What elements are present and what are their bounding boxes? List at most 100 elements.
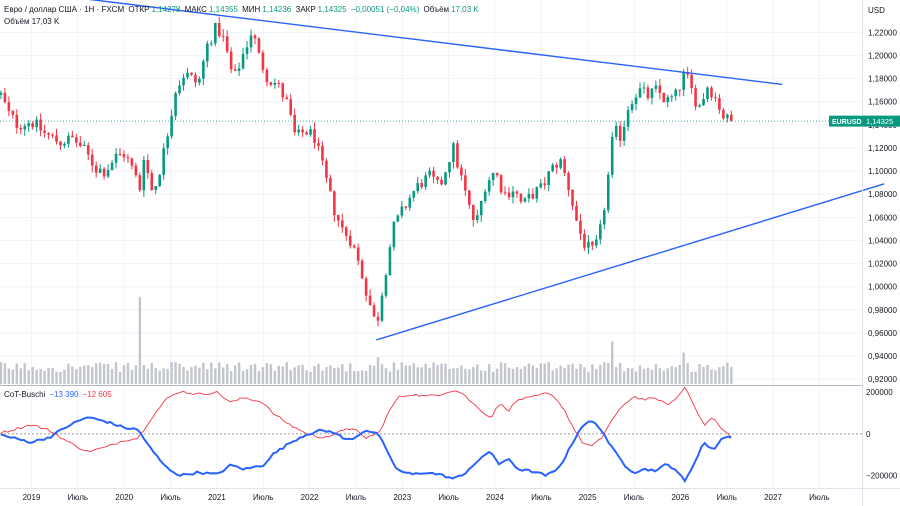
volume-bar xyxy=(480,370,483,384)
volume-bar xyxy=(3,363,7,384)
candle-body xyxy=(714,97,717,99)
price-tick-label: 1,18000 xyxy=(868,75,897,84)
volume-bar xyxy=(229,371,233,384)
candle-body xyxy=(43,130,46,133)
candle-body xyxy=(3,92,7,103)
candle-body xyxy=(31,123,34,128)
candle-body xyxy=(535,187,539,199)
volume-bar xyxy=(519,368,523,384)
candle-body xyxy=(293,114,296,133)
candle-body xyxy=(452,143,455,162)
candle-body xyxy=(666,96,670,103)
candle-body xyxy=(638,88,642,98)
candle-body xyxy=(158,174,162,187)
volume-legend[interactable]: Объём 17,03 K xyxy=(4,17,59,26)
volume-bar xyxy=(27,370,30,384)
volume-bar xyxy=(126,362,130,384)
time-tick-label: 2024 xyxy=(486,493,504,502)
symbol-header[interactable]: Евро / доллар США · 1Н · FXCM ОТКР 1,1427… xyxy=(4,5,481,15)
indicator-legend[interactable]: CoT-Buschi −13 390 −12 605 xyxy=(4,390,112,399)
time-tick-label: Июль xyxy=(716,493,736,502)
volume-bar xyxy=(158,370,161,384)
candle-body xyxy=(90,154,94,166)
volume-value: 17,03 K xyxy=(31,17,60,26)
candle-body xyxy=(408,197,412,208)
candle-body xyxy=(702,99,705,106)
volume-bar xyxy=(706,364,709,384)
volume-bar xyxy=(7,368,11,384)
symbol-title[interactable]: Евро / доллар США · 1Н · FXCM xyxy=(4,5,125,14)
volume-bar xyxy=(214,368,217,384)
candle-body xyxy=(507,192,511,198)
candle-body xyxy=(7,102,11,112)
volume-bar xyxy=(642,368,646,384)
candle-body xyxy=(39,119,42,131)
volume-bar xyxy=(233,365,237,384)
volume-bar xyxy=(79,366,82,384)
header-volume-value: 17,03 K xyxy=(451,5,479,14)
volume-bar xyxy=(539,363,542,384)
volume-bar xyxy=(440,363,443,384)
volume-bar xyxy=(412,363,415,384)
time-tick-label: 2023 xyxy=(393,493,411,502)
candle-body xyxy=(221,35,225,37)
volume-bar xyxy=(142,364,146,384)
volume-bar xyxy=(595,369,598,384)
candle-body xyxy=(186,72,189,78)
volume-bar xyxy=(491,371,495,384)
volume-bar xyxy=(337,367,340,384)
candle-body xyxy=(269,82,273,85)
candle-body xyxy=(658,85,662,94)
volume-bar xyxy=(154,368,157,384)
candle-body xyxy=(364,278,368,296)
candle-body xyxy=(106,170,110,177)
candle-body xyxy=(297,129,300,133)
candle-body xyxy=(634,97,638,105)
volume-bar xyxy=(686,363,689,384)
candle-body xyxy=(285,97,289,100)
trendlines[interactable] xyxy=(0,0,885,341)
price-grid xyxy=(0,0,862,488)
price-tick-label: 1,08000 xyxy=(868,190,897,199)
volume-bar xyxy=(567,364,570,384)
candle-body xyxy=(71,135,74,138)
candle-body xyxy=(225,36,229,52)
cot-indicator-pane xyxy=(0,386,862,484)
candle-body xyxy=(475,215,479,221)
volume-bar xyxy=(515,367,519,384)
candle-body xyxy=(448,161,451,173)
candle-body xyxy=(138,175,142,191)
volume-bar xyxy=(206,369,209,384)
candle-body xyxy=(174,93,177,116)
candle-body xyxy=(51,134,54,136)
volume-bar xyxy=(345,371,348,384)
candle-body xyxy=(610,136,614,175)
time-tick-label: Июль xyxy=(809,493,829,502)
candle-body xyxy=(614,125,618,137)
volume-bar xyxy=(98,362,102,384)
candle-body xyxy=(67,135,70,144)
trendline xyxy=(376,183,885,341)
candle-body xyxy=(154,186,158,190)
price-tick-label: 1,06000 xyxy=(868,213,897,222)
price-tick-label: 1,12000 xyxy=(868,144,897,153)
candle-body xyxy=(59,141,62,146)
candle-body xyxy=(698,105,701,107)
price-axis[interactable]: 1,220001,200001,180001,160001,140001,120… xyxy=(868,28,897,384)
volume-bar xyxy=(460,365,463,384)
candle-body xyxy=(249,35,253,48)
volume-bar xyxy=(202,362,205,384)
indicator-red-value: −12 605 xyxy=(82,390,112,399)
candle-body xyxy=(587,241,590,248)
volume-bar xyxy=(273,370,277,384)
candle-body xyxy=(579,220,582,234)
volume-bar xyxy=(166,368,169,384)
volume-bar xyxy=(575,368,578,384)
volume-bar xyxy=(718,367,721,384)
volume-bar xyxy=(241,370,245,384)
candle-body xyxy=(245,47,249,54)
time-axis[interactable]: 2019 Июль 2020 Июль 2021 Июль 2022 Июль 2023 Июль… xyxy=(23,493,830,502)
time-tick-label: Июль xyxy=(68,493,88,502)
volume-bar xyxy=(392,362,396,384)
